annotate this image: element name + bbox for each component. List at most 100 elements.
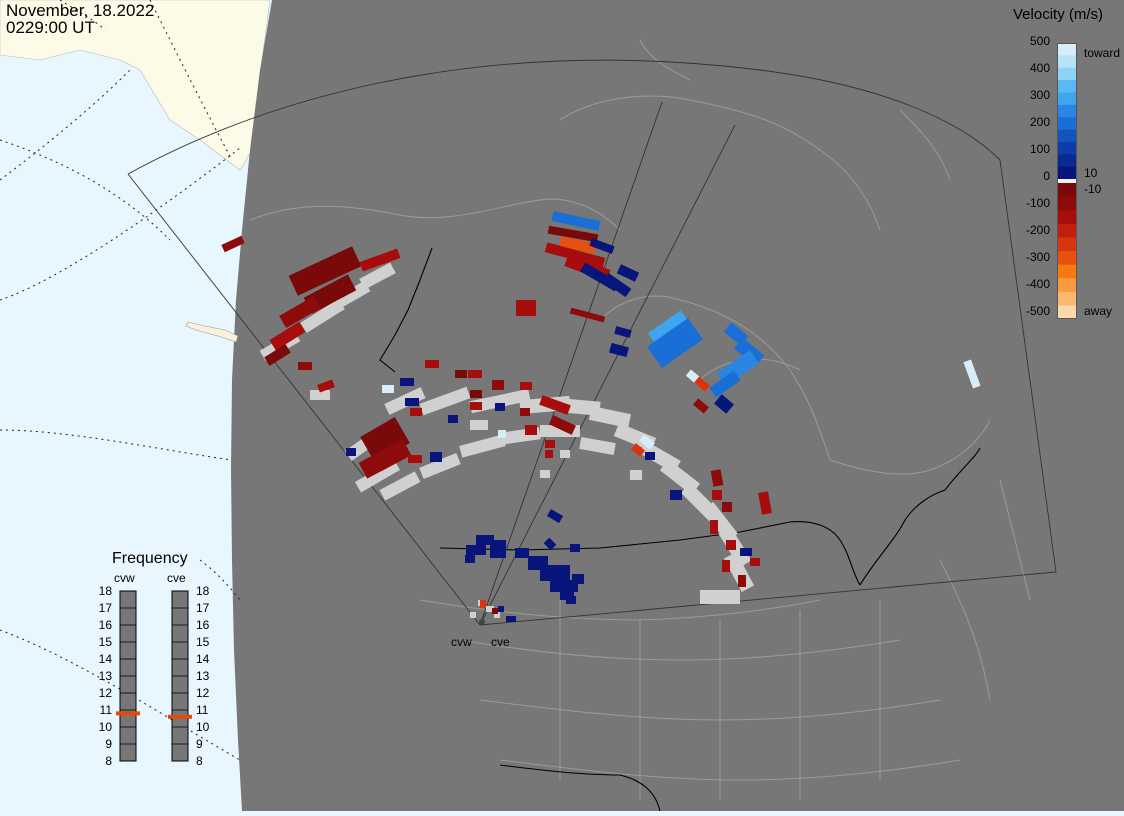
colorbar-segment — [1057, 117, 1077, 131]
legend-tick-plus10: 10 — [1084, 166, 1098, 180]
frequency-tick-label: 12 — [196, 686, 210, 700]
velocity-cell — [614, 326, 632, 338]
ground-scatter-cell — [379, 471, 421, 501]
frequency-tick-label: 14 — [196, 652, 210, 666]
legend-tick-label: -500 — [1025, 304, 1050, 318]
colorbar-segment — [1057, 92, 1077, 106]
frequency-tick-label: 17 — [196, 601, 210, 615]
colorbar-segment — [1057, 251, 1077, 266]
colorbar-segment — [1057, 55, 1077, 69]
velocity-cell — [722, 502, 732, 512]
velocity-cell — [359, 248, 401, 272]
frequency-tick-label: 8 — [196, 754, 203, 768]
velocity-cell — [645, 452, 655, 460]
ground-scatter-cell — [419, 452, 461, 480]
velocity-cell — [694, 376, 710, 392]
velocity-cell — [616, 264, 640, 282]
velocity-cell — [647, 318, 703, 368]
frequency-tick-label: 11 — [196, 703, 209, 717]
velocity-cell — [570, 544, 580, 552]
ground-scatter-cell — [470, 612, 476, 618]
colorbar-segment — [1057, 43, 1077, 56]
velocity-cell — [430, 452, 442, 462]
frequency-tick-label: 14 — [99, 652, 113, 666]
colorbar-segment — [1057, 305, 1077, 319]
colorbar-segment — [1057, 80, 1077, 93]
velocity-cell — [400, 378, 414, 386]
velocity-cell — [516, 300, 536, 316]
ground-scatter-cell — [630, 470, 642, 480]
velocity-cell — [639, 434, 655, 450]
frequency-tick-label: 9 — [196, 737, 203, 751]
velocity-cell — [468, 370, 482, 378]
ground-scatter-cell — [588, 405, 632, 429]
frequency-tick-label: 10 — [99, 720, 113, 734]
ground-scatter-cell — [459, 434, 506, 458]
velocity-cell — [425, 360, 439, 368]
colorbar-segment — [1057, 104, 1077, 118]
velocity-cell — [540, 565, 570, 581]
frequency-gauges: 18 18 17 17 16 16 15 15 14 14 13 13 12 12 11 11 10 10 9 9 8 8 — [99, 584, 210, 768]
velocity-cell — [545, 440, 555, 448]
frequency-tick-label: 13 — [196, 669, 210, 683]
frequency-title: Frequency — [112, 550, 188, 567]
velocity-cell — [317, 379, 335, 393]
velocity-cell — [670, 490, 682, 500]
ground-scatter-cell — [700, 590, 740, 604]
velocity-cell — [566, 596, 576, 604]
velocity-cell — [288, 246, 362, 296]
velocity-cell — [360, 417, 410, 463]
frequency-tick-label: 17 — [99, 601, 113, 615]
colorbar-segment — [1057, 67, 1077, 81]
velocity-cell — [740, 548, 752, 556]
colorbar-segment — [1057, 196, 1077, 211]
frequency-tick-label: 12 — [99, 686, 113, 700]
frequency-tick-label: 16 — [99, 618, 113, 632]
velocity-cell — [264, 344, 291, 366]
colorbar-segment — [1057, 291, 1077, 306]
island-arc — [185, 321, 239, 343]
colorbar-frame — [1057, 43, 1077, 319]
frequency-tick-label: 9 — [105, 737, 112, 751]
legend-tick-label: -200 — [1025, 223, 1050, 237]
ground-scatter-cell — [310, 390, 330, 400]
colorbar-segment — [1057, 223, 1077, 238]
velocity-cell — [560, 590, 574, 600]
colorbar-segment — [1057, 141, 1077, 155]
field-of-view — [127, 59, 1057, 626]
velocity-cell — [382, 385, 394, 393]
velocity-cell — [506, 616, 516, 622]
velocity-cell — [693, 398, 709, 414]
velocity-cell — [405, 398, 419, 406]
colorbar-segment — [1057, 154, 1077, 168]
legend-tick-label: 400 — [1029, 61, 1050, 75]
map-time: 0229:00 UT — [6, 18, 95, 37]
ground-scatter-cell — [579, 437, 616, 455]
velocity-cell — [710, 520, 718, 534]
velocity-cell — [726, 540, 736, 550]
velocity-cell — [465, 555, 475, 563]
colorbar-segment — [1057, 278, 1077, 293]
velocity-cell — [722, 560, 730, 572]
legend-tick-minus10: -10 — [1084, 182, 1102, 196]
legend-tick-label: 0 — [1043, 169, 1050, 183]
velocity-cell — [712, 490, 722, 500]
velocity-cell — [630, 443, 646, 457]
ground-scatter-cell — [540, 470, 550, 478]
velocity-cell — [750, 558, 760, 566]
velocity-cell — [572, 574, 584, 584]
ground-scatter-cell — [723, 551, 755, 593]
colorbar-segment — [1057, 237, 1077, 252]
velocity-cell — [466, 545, 486, 555]
map-date: November, 18.2022 — [6, 1, 155, 20]
velocity-cell — [551, 211, 601, 231]
frequency-marker-cvw — [116, 711, 140, 716]
colorbar-segment — [1057, 264, 1077, 279]
radar-site-marker — [479, 619, 485, 625]
velocity-cell — [602, 272, 632, 298]
velocity-cell — [476, 535, 494, 545]
frequency-tick-label: 15 — [196, 635, 210, 649]
velocity-cell — [410, 408, 422, 416]
velocity-cell — [358, 439, 412, 479]
ground-scatter-cell — [560, 450, 570, 458]
